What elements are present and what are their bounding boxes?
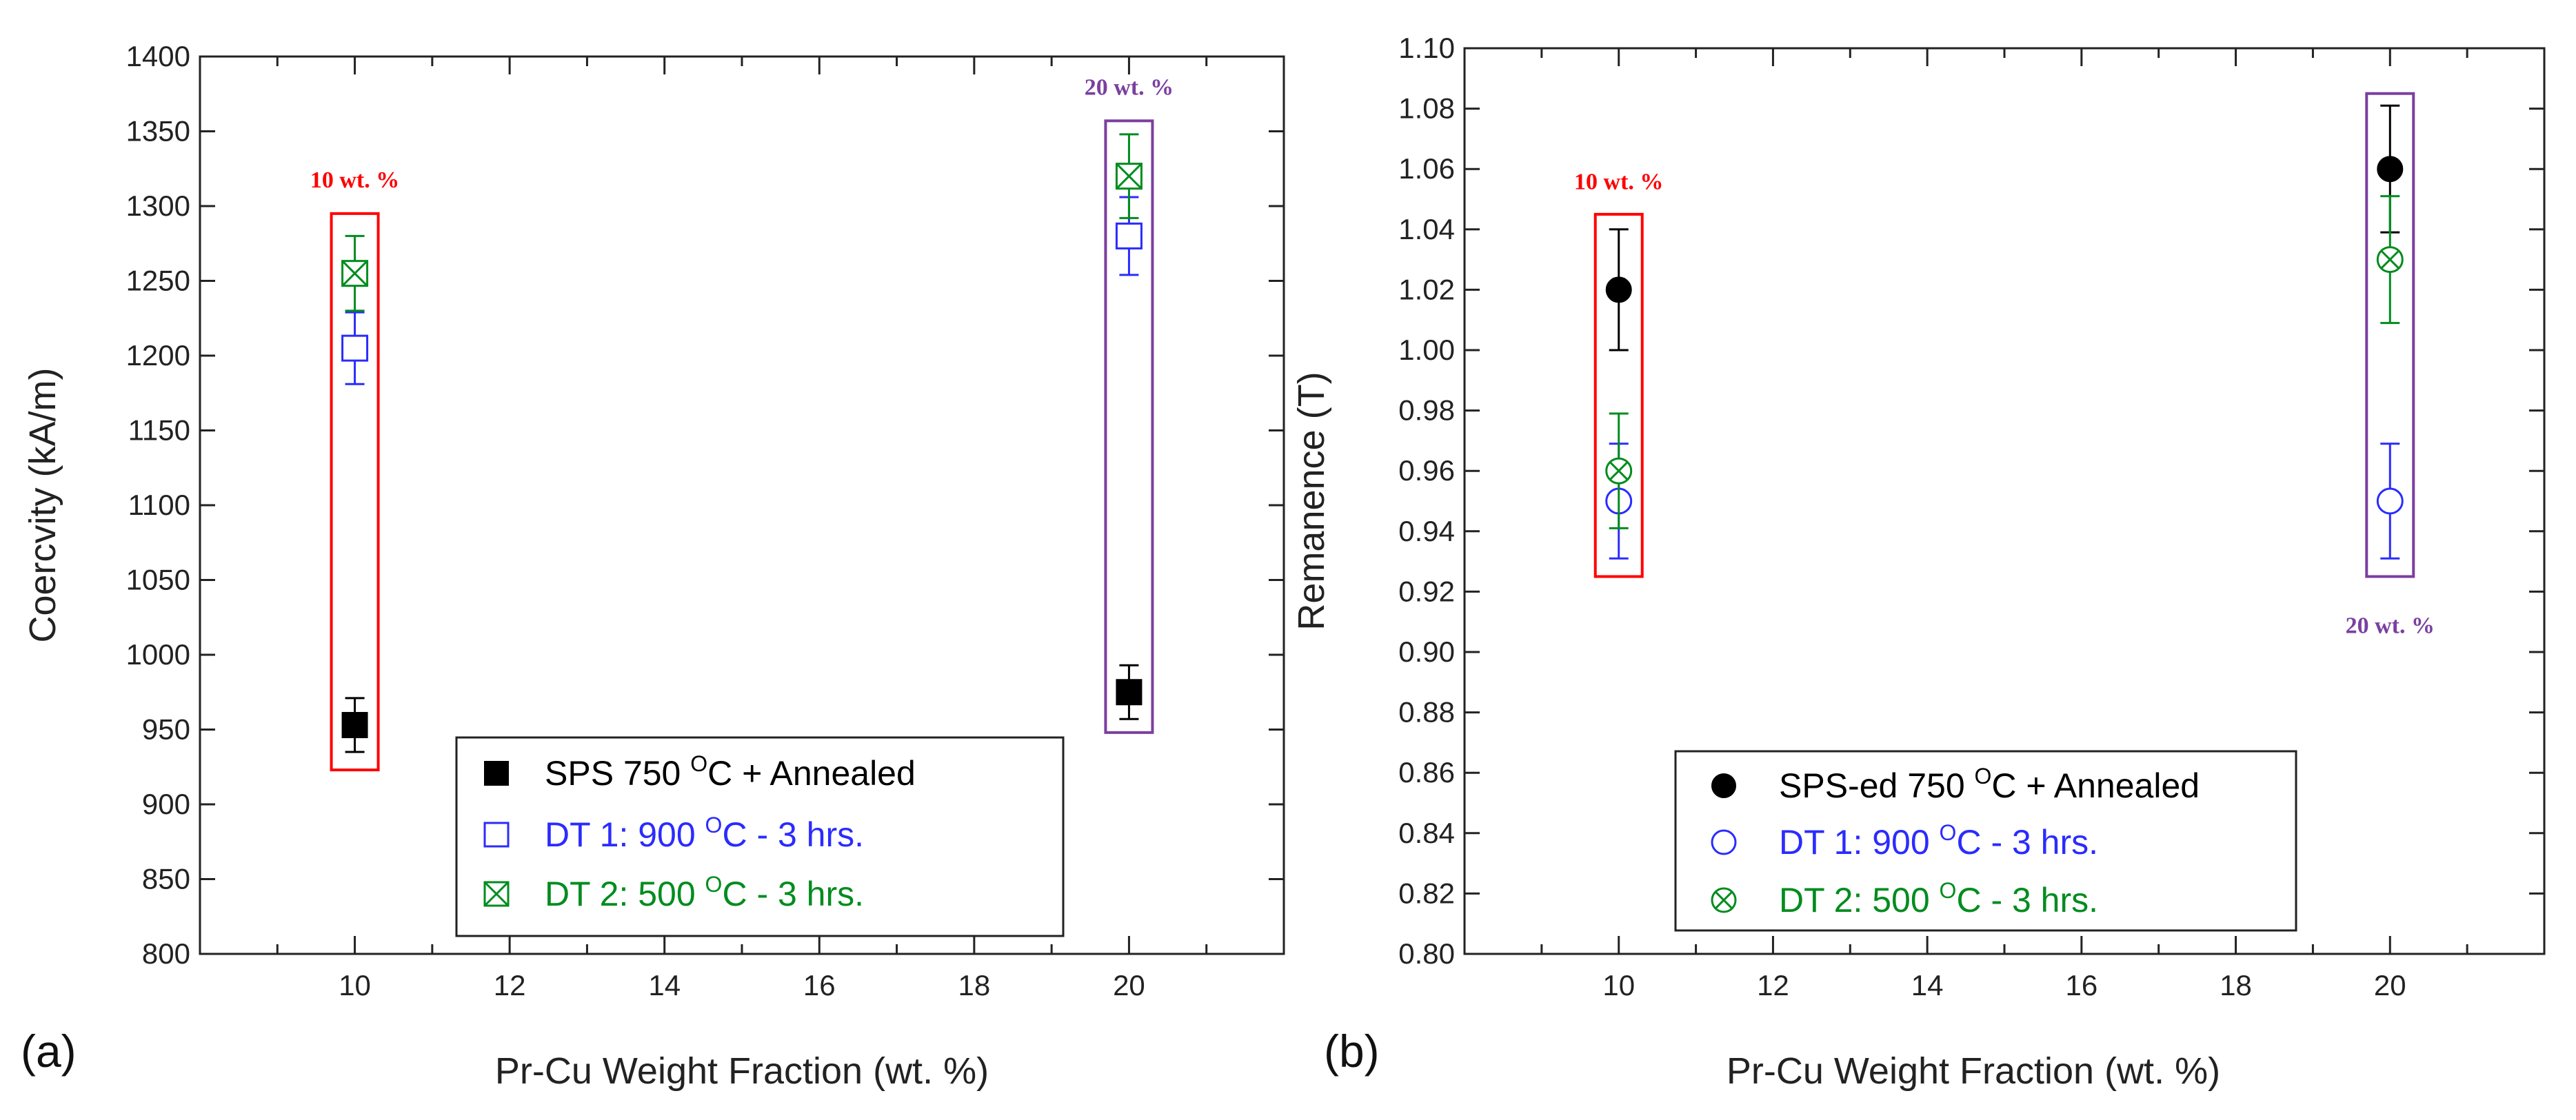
y-tick-label: 1.00	[1398, 334, 1455, 366]
y-tick-label: 0.92	[1398, 575, 1455, 607]
legend-box	[1674, 750, 2297, 932]
y-tick-label: 850	[142, 863, 190, 895]
y-tick-label: 1.02	[1398, 273, 1455, 305]
annotation-box	[1104, 119, 1154, 734]
y-tick-label: 0.98	[1398, 394, 1455, 427]
data-point-cross	[1609, 461, 1629, 480]
annotation-box	[330, 212, 380, 772]
annotation-label: 10 wt. %	[1574, 170, 1663, 195]
legend-label: DT 1: 900 OC - 3 hrs.	[1779, 820, 2098, 862]
y-axis-title: Remanence (T)	[1291, 371, 1332, 630]
legend-marker	[1711, 773, 1736, 798]
legend-marker	[1711, 829, 1737, 855]
y-tick-label: 1150	[128, 414, 190, 447]
x-tick-label: 16	[2065, 969, 2097, 1001]
series-1	[341, 664, 1143, 753]
data-point-cross	[2380, 250, 2400, 269]
x-tick-label: 12	[1757, 969, 1789, 1001]
chart-panel-a: 800 850 900 950 1000 1050 1100 1150 1200 1250 1300…	[21, 40, 1285, 1092]
x-axis-title: Pr-Cu Weight Fraction (wt. %)	[495, 1050, 989, 1092]
data-point	[1115, 222, 1143, 250]
x-tick-label: 14	[1911, 969, 1944, 1001]
y-tick-label: 0.96	[1398, 454, 1455, 487]
y-axis-title: Coercvity (kA/m)	[22, 367, 63, 642]
y-tick-label: 1300	[126, 190, 190, 222]
y-tick-label: 1.06	[1398, 152, 1455, 185]
y-tick-label: 1350	[126, 115, 190, 147]
annotation-label: 20 wt. %	[1085, 74, 1174, 100]
legend-marker	[483, 822, 510, 848]
legend-label: DT 1: 900 OC - 3 hrs.	[545, 813, 864, 854]
series-2	[1605, 442, 2404, 560]
data-point	[2377, 156, 2404, 183]
panel-label: (a)	[21, 1026, 77, 1077]
y-tick-label: 1.10	[1398, 32, 1455, 64]
data-point-cross	[1116, 163, 1143, 190]
legend: SPS-ed 750 OC + Annealed DT 1: 900 OC - 3…	[1674, 750, 2297, 932]
x-tick-label: 10	[1602, 969, 1635, 1001]
series-1	[1605, 104, 2404, 352]
y-tick-label: 1.04	[1398, 213, 1455, 245]
x-tick-label: 20	[1113, 969, 1145, 1001]
annotation-box	[1593, 212, 1644, 578]
y-tick-label: 1400	[126, 40, 190, 72]
y-tick-label: 1050	[126, 564, 190, 596]
legend-label: SPS-ed 750 OC + Annealed	[1779, 764, 2200, 805]
legend-marker-cross	[1714, 890, 1733, 910]
y-tick-label: 1200	[126, 339, 190, 371]
y-tick-label: 800	[142, 937, 190, 970]
y-tick-label: 1100	[128, 489, 190, 521]
legend-label: DT 2: 500 OC - 3 hrs.	[545, 872, 864, 913]
data-point-cross	[341, 260, 368, 287]
annotation-label: 10 wt. %	[310, 167, 399, 193]
legend: SPS 750 OC + Annealed DT 1: 900 OC - 3 hr…	[455, 736, 1065, 937]
x-axis-title: Pr-Cu Weight Fraction (wt. %)	[1727, 1050, 2220, 1092]
legend-marker-cross	[483, 881, 510, 907]
chart-panel-b: 0.80 0.82 0.84 0.86 0.88 0.90 0.92 0.94 0.96 0.98…	[1291, 32, 2546, 1092]
series-2	[341, 196, 1143, 385]
annotation-box	[2365, 92, 2415, 578]
data-point	[2376, 487, 2404, 515]
series-3	[341, 133, 1143, 312]
y-tick-label: 0.80	[1398, 937, 1455, 970]
x-tick-label: 20	[2374, 969, 2406, 1001]
series-3	[1605, 195, 2404, 529]
x-tick-label: 12	[494, 969, 526, 1001]
y-tick-label: 0.88	[1398, 696, 1455, 729]
y-tick-label: 0.86	[1398, 756, 1455, 788]
panel-label: (b)	[1324, 1026, 1380, 1077]
legend-label: DT 2: 500 OC - 3 hrs.	[1779, 878, 2098, 919]
data-point	[341, 334, 369, 362]
x-tick-label: 18	[2220, 969, 2252, 1001]
annotation-label: 20 wt. %	[2346, 613, 2435, 639]
y-tick-label: 0.82	[1398, 877, 1455, 909]
y-tick-label: 0.84	[1398, 817, 1455, 849]
x-tick-label: 16	[803, 969, 836, 1001]
y-tick-label: 900	[142, 788, 190, 820]
y-tick-label: 0.90	[1398, 635, 1455, 668]
y-tick-label: 950	[142, 713, 190, 746]
data-point	[1605, 276, 1632, 303]
x-tick-label: 10	[339, 969, 371, 1001]
y-tick-label: 1250	[126, 265, 190, 297]
y-tick-label: 0.94	[1398, 515, 1455, 547]
legend-label: SPS 750 OC + Annealed	[545, 751, 916, 793]
y-tick-label: 1.08	[1398, 92, 1455, 125]
x-tick-label: 14	[648, 969, 681, 1001]
data-point	[1116, 679, 1143, 706]
x-tick-label: 18	[958, 969, 990, 1001]
y-tick-label: 1000	[126, 638, 190, 671]
legend-marker	[484, 761, 509, 786]
legend-box	[455, 736, 1065, 937]
data-point	[341, 711, 368, 738]
